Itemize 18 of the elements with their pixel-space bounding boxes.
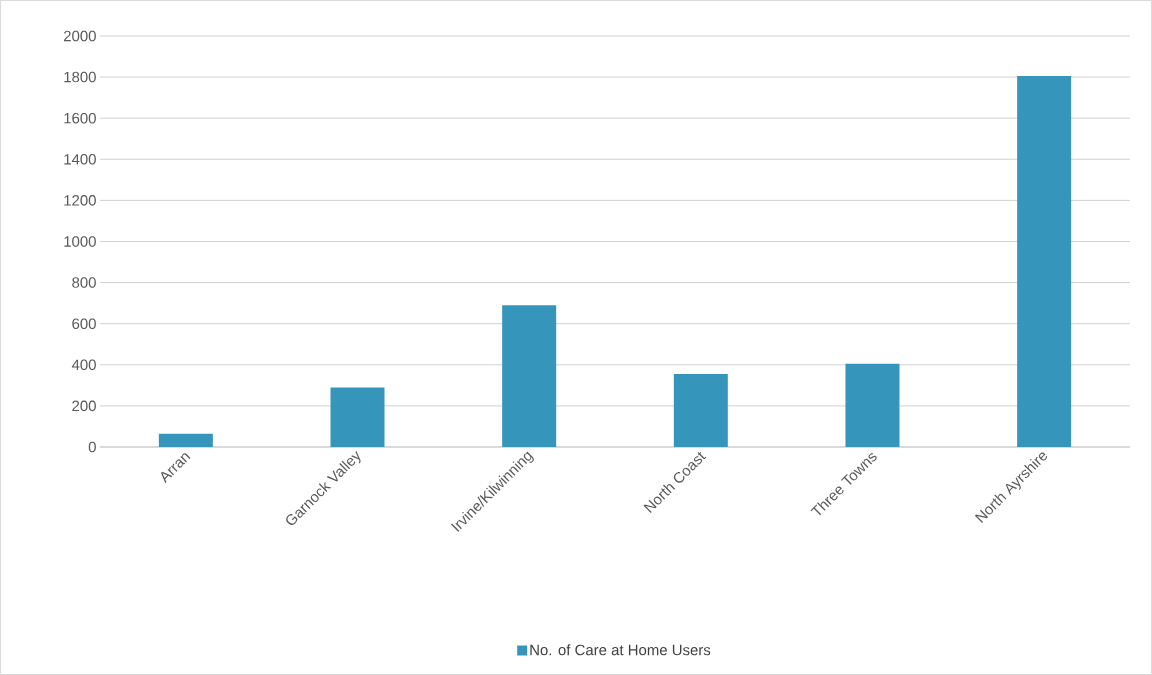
y-tick-label: 400: [71, 359, 96, 371]
y-tick-label: 1600: [64, 112, 96, 124]
y-tick-label: 1400: [64, 153, 96, 165]
y-tick-label: 1200: [64, 195, 96, 206]
bar: [158, 433, 213, 447]
y-tick-label: 600: [72, 318, 96, 329]
legend-label: No. of Care at Home Users: [530, 644, 711, 656]
bar: [845, 363, 900, 447]
bar: [502, 305, 557, 447]
y-tick-label: 0: [88, 441, 96, 453]
y-tick-label: 2000: [64, 30, 96, 42]
y-tick-label: 800: [72, 277, 96, 288]
y-tick-label: 200: [72, 400, 96, 412]
bar: [330, 387, 385, 447]
bar: [1017, 76, 1072, 447]
y-tick-label: 1000: [64, 236, 96, 247]
y-tick-label: 1800: [64, 71, 96, 83]
bar: [673, 374, 728, 447]
